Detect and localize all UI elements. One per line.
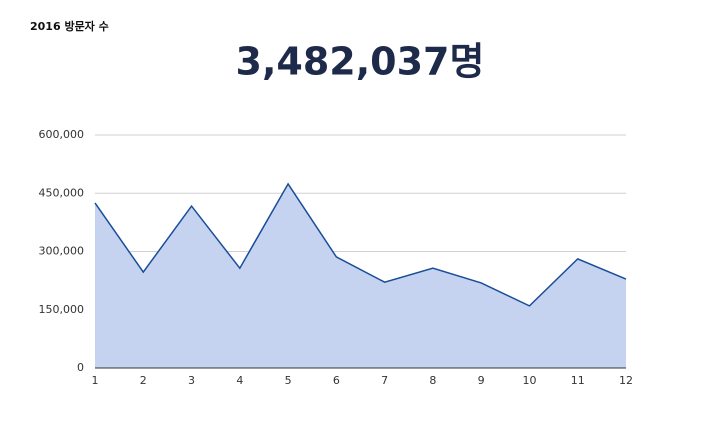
x-tick-label: 5 <box>285 374 292 387</box>
x-tick-label: 11 <box>571 374 585 387</box>
y-tick-label: 600,000 <box>39 128 85 141</box>
area-line <box>94 182 627 307</box>
y-tick-label: 150,000 <box>39 303 85 316</box>
x-tick-label: 9 <box>478 374 485 387</box>
x-tick-label: 1 <box>92 374 99 387</box>
y-tick-label: 450,000 <box>39 186 85 199</box>
x-tick-label: 7 <box>381 374 388 387</box>
y-tick-label: 0 <box>77 361 84 374</box>
x-tick-label: 12 <box>619 374 633 387</box>
x-tick-label: 6 <box>333 374 340 387</box>
x-tick-label: 8 <box>429 374 436 387</box>
x-tick-label: 2 <box>140 374 147 387</box>
area-fill <box>95 183 626 368</box>
x-tick-label: 3 <box>188 374 195 387</box>
x-tick-label: 4 <box>236 374 243 387</box>
total-visitors: 3,482,037명 <box>236 40 485 84</box>
x-tick-label: 10 <box>522 374 536 387</box>
chart-title: 2016 방문자 수 <box>30 19 109 33</box>
y-tick-label: 300,000 <box>39 245 85 258</box>
